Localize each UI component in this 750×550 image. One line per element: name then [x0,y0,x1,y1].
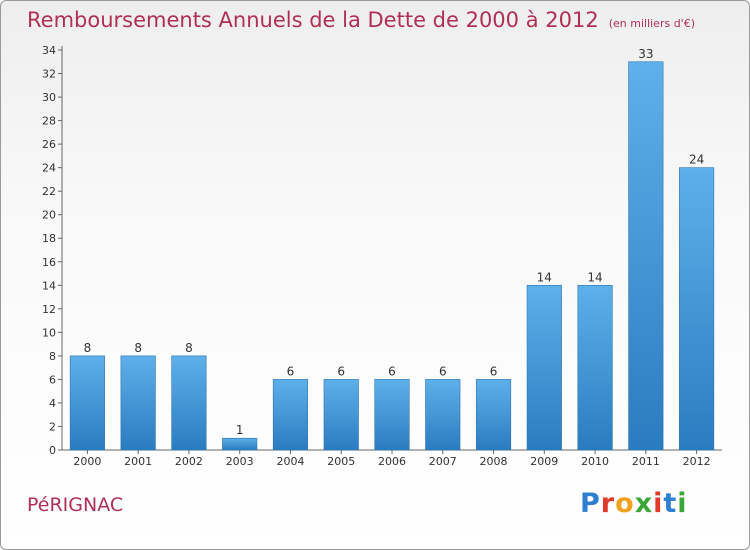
bar [272,379,309,451]
chart-title-text: Remboursements Annuels de la Dette de 20… [27,8,599,32]
y-tick-label: 30 [42,91,56,104]
proxiti-logo: Proxiti [580,488,688,519]
value-label: 24 [689,153,704,167]
y-tick-label: 28 [42,115,56,128]
y-tick-label: 20 [42,209,56,222]
bar [628,61,664,451]
bar [171,355,207,451]
y-tick-label: 0 [49,444,56,457]
y-tick-label: 4 [49,397,56,410]
value-label: 6 [388,364,396,378]
y-tick-label: 2 [49,420,56,433]
value-label: 6 [490,364,498,378]
bar [120,355,156,451]
x-tick-label: 2011 [632,455,660,468]
x-tick-label: 2007 [429,455,457,468]
bar [69,355,105,451]
bar [679,167,715,451]
x-tick-label: 2005 [327,455,355,468]
x-tick-label: 2009 [530,455,558,468]
logo-letter: i [653,488,664,519]
value-label: 6 [287,364,295,378]
y-tick-label: 14 [42,279,56,292]
y-tick-label: 32 [42,68,56,81]
value-label: 6 [337,364,345,378]
x-tick-label: 2008 [480,455,508,468]
y-tick-label: 34 [42,44,56,57]
logo-letter: o [615,488,635,519]
bar [222,437,258,451]
y-tick-label: 6 [49,373,56,386]
y-tick-label: 16 [42,256,56,269]
y-tick-label: 22 [42,185,56,198]
bar [374,379,410,451]
logo-letter: i [677,488,688,519]
value-label: 6 [439,364,447,378]
y-tick-label: 26 [42,138,56,151]
logo-letter: x [634,488,654,519]
x-tick-label: 2003 [226,455,254,468]
bar [475,379,512,451]
chart-title: Remboursements Annuels de la Dette de 20… [27,8,695,32]
value-label: 33 [638,47,653,61]
logo-letter: P [580,488,601,519]
x-tick-label: 2012 [683,455,711,468]
chart-bars [69,61,715,451]
value-label: 14 [537,270,552,284]
y-tick-label: 12 [42,303,56,316]
x-tick-label: 2002 [175,455,203,468]
value-label: 1 [236,423,244,437]
y-tick-label: 10 [42,326,56,339]
value-label: 8 [185,341,193,355]
x-tick-label: 2004 [276,455,304,468]
bar [577,284,613,451]
y-tick-label: 8 [49,350,56,363]
bar [323,379,359,451]
bar [526,284,562,451]
x-tick-label: 2010 [581,455,609,468]
x-tick-label: 2000 [73,455,101,468]
x-tick-label: 2001 [124,455,152,468]
town-name: PéRIGNAC [27,494,124,516]
chart-labels: 2000 8 2001 8 2002 8 2003 1 2004 6 2005 6 2006 6 2007 6… [73,47,710,468]
value-label: 14 [587,270,602,284]
y-tick-label: 24 [42,162,56,175]
x-tick-label: 2006 [378,455,406,468]
bar [425,379,461,451]
y-tick-label: 18 [42,232,56,245]
value-label: 8 [134,341,142,355]
logo-letter: t [663,488,678,519]
chart-unit-note: (en milliers d'€) [608,17,695,30]
value-label: 8 [84,341,92,355]
logo-letter: r [600,488,616,519]
